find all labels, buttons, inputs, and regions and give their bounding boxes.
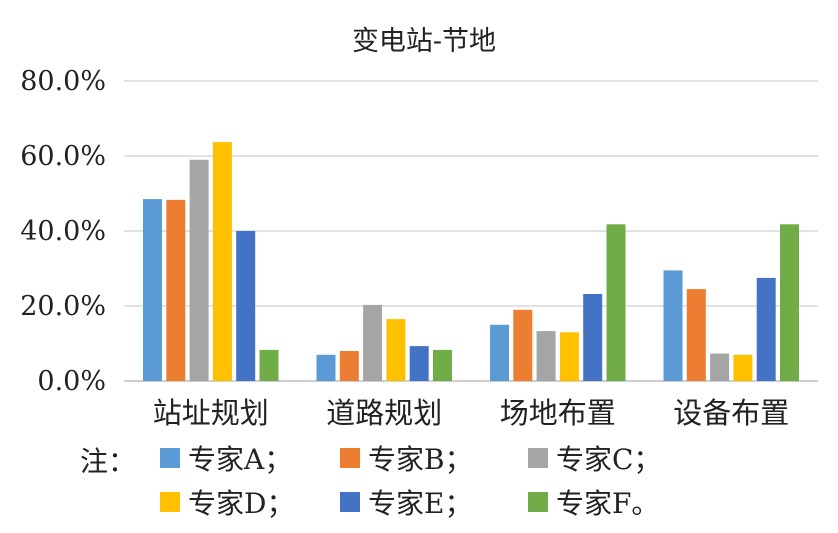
bar-1-2 bbox=[166, 199, 186, 381]
y-tick-label: 80.0% bbox=[20, 66, 106, 97]
bar-1-5 bbox=[236, 231, 256, 381]
legend-label: 专家D； bbox=[188, 487, 295, 520]
bar-1-4 bbox=[212, 142, 232, 381]
chart-title: 变电站-节地 bbox=[352, 26, 496, 57]
y-tick-label: 20.0% bbox=[20, 291, 106, 322]
y-tick-label: 0.0% bbox=[37, 366, 106, 397]
legend-label: 专家B； bbox=[368, 443, 473, 476]
bar-3-6 bbox=[606, 224, 626, 382]
bar-2-6 bbox=[433, 349, 452, 381]
bar-2-3 bbox=[363, 304, 383, 381]
legend-swatch bbox=[160, 448, 180, 468]
bar-layer bbox=[143, 142, 799, 382]
legend-item: 专家B； bbox=[340, 438, 473, 478]
bar-4-4 bbox=[733, 354, 753, 382]
x-category-label: 道路规划 bbox=[326, 396, 442, 430]
bar-3-4 bbox=[559, 332, 579, 382]
bar-2-5 bbox=[409, 346, 429, 381]
bar-4-3 bbox=[710, 353, 730, 381]
legend-label: 专家E； bbox=[368, 487, 473, 520]
legend-label: 专家C； bbox=[556, 443, 662, 476]
bar-3-5 bbox=[583, 294, 603, 381]
x-category-label: 设备布置 bbox=[673, 396, 789, 430]
legend-swatch bbox=[528, 448, 548, 468]
bar-2-4 bbox=[386, 319, 406, 381]
y-tick-label: 40.0% bbox=[20, 216, 106, 247]
bar-2-2 bbox=[339, 351, 359, 381]
bar-3-1 bbox=[490, 324, 509, 382]
x-category-label: 场地布置 bbox=[500, 396, 616, 430]
legend-swatch bbox=[340, 492, 360, 512]
bar-1-1 bbox=[143, 199, 162, 381]
bar-4-1 bbox=[663, 270, 683, 381]
x-category-label: 站址规划 bbox=[153, 396, 269, 430]
legend-item: 专家A； bbox=[160, 438, 292, 478]
legend-item: 专家D； bbox=[160, 482, 294, 522]
bar-3-3 bbox=[536, 331, 556, 381]
legend-item: 专家C； bbox=[528, 438, 661, 478]
bar-4-6 bbox=[780, 224, 799, 382]
bar-2-1 bbox=[316, 354, 336, 382]
legend-label: 专家A； bbox=[188, 443, 293, 476]
bar-4-2 bbox=[686, 289, 706, 381]
legend-note: 注： bbox=[80, 445, 137, 478]
label-layer: 0.0% 20.0% 40.0% 60.0% 80.0% 站址规划 道路规划 场地布置 设备布置 bbox=[20, 66, 789, 430]
legend-swatch bbox=[340, 448, 360, 468]
legend-item: 专家F。 bbox=[528, 482, 659, 522]
legend: 注： 专家A； 专家B； 专家C； 专家D； 专家E； 专家F。 bbox=[80, 436, 820, 526]
legend-label: 专家F。 bbox=[556, 487, 660, 520]
legend-swatch bbox=[160, 492, 180, 512]
legend-swatch bbox=[528, 492, 548, 512]
y-tick-label: 60.0% bbox=[20, 141, 106, 172]
legend-item: 专家E； bbox=[340, 482, 472, 522]
bar-1-6 bbox=[259, 349, 279, 381]
bar-1-3 bbox=[189, 159, 209, 382]
bar-3-2 bbox=[513, 309, 533, 382]
bar-4-5 bbox=[756, 277, 776, 381]
